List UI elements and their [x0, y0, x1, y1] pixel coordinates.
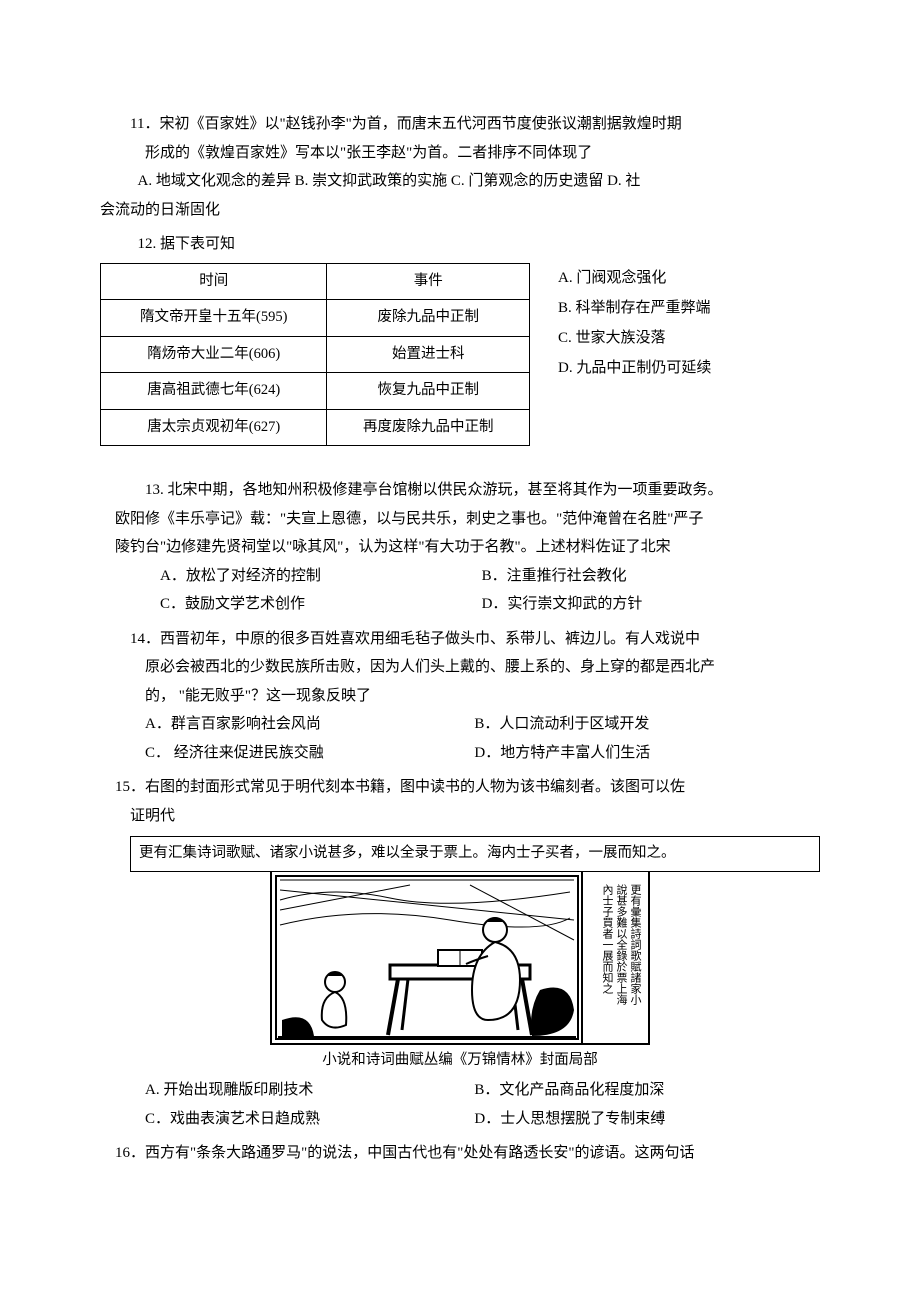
q15-line1: 15．右图的封面形式常见于明代刻本书籍，图中读书的人物为该书编刻者。该图可以佐	[100, 773, 820, 802]
q15-option-c: C．戏曲表演艺术日趋成熟	[100, 1105, 474, 1134]
q13-option-a: A．放松了对经济的控制	[115, 562, 482, 591]
woodblock-illustration: 更有彙集詩詞歌賦諸家小 說甚多難以全錄於票上海 內士子買者一展而知之	[270, 870, 650, 1045]
q12-option-c: C. 世家大族没落	[558, 323, 711, 353]
q15-option-d: D．士人思想摆脱了专制束缚	[474, 1105, 820, 1134]
q14-line1: 14．西晋初年，中原的很多百姓喜欢用细毛毡子做头巾、系带儿、裤边儿。有人戏说中	[100, 625, 820, 654]
q13-line1: 13. 北宋中期，各地知州积极修建亭台馆榭以供民众游玩，甚至将其作为一项重要政务…	[115, 476, 820, 505]
q14-option-c: C． 经济往来促进民族交融	[100, 739, 474, 768]
q12-table: 时间 事件 隋文帝开皇十五年(595) 废除九品中正制 隋炀帝大业二年(606)…	[100, 263, 530, 447]
q14-options-row2: C． 经济往来促进民族交融 D．地方特产丰富人们生活	[100, 739, 820, 768]
q14-line3: 的， "能无败乎"？这一现象反映了	[100, 682, 820, 711]
q13-option-c: C．鼓励文学艺术创作	[115, 590, 482, 619]
q11-stem-line1: 11．宋初《百家姓》以"赵钱孙李"为首，而唐末五代河西节度使张议潮割据敦煌时期	[100, 110, 820, 139]
q16-line1: 16．西方有"条条大路通罗马"的说法，中国古代也有"处处有路透长安"的谚语。这两…	[100, 1139, 820, 1168]
table-cell: 始置进士科	[327, 336, 530, 373]
question-12: 12. 据下表可知 时间 事件 隋文帝开皇十五年(595) 废除九品中正制 隋炀…	[100, 230, 820, 446]
q15-line2: 证明代	[100, 802, 820, 831]
table-head-time: 时间	[101, 263, 327, 300]
q15-options-row1: A. 开始出现雕版印刷技术 B．文化产品商品化程度加深	[100, 1076, 820, 1105]
q11-stem-line2: 形成的《敦煌百家姓》写本以"张王李赵"为首。二者排序不同体现了	[100, 139, 820, 168]
q14-line2: 原必会被西北的少数民族所击败，因为人们头上戴的、腰上系的、身上穿的都是西北产	[100, 653, 820, 682]
q15-figure: 更有彙集詩詞歌賦諸家小 說甚多難以全錄於票上海 內士子買者一展而知之 小说和诗词…	[100, 870, 820, 1075]
q13-line2: 欧阳修《丰乐亭记》载："夫宣上恩德，以与民共乐，刺史之事也。"范仲淹曾在名胜"严…	[115, 505, 820, 534]
q15-callout-box: 更有汇集诗词歌赋、诸家小说甚多，难以全录于票上。海内士子买者，一展而知之。	[130, 836, 820, 872]
woodblock-svg: 更有彙集詩詞歌賦諸家小 說甚多難以全錄於票上海 內士子買者一展而知之	[270, 870, 650, 1045]
table-cell: 隋文帝开皇十五年(595)	[101, 300, 327, 337]
q12-stem: 12. 据下表可知	[100, 230, 820, 259]
q14-option-a: A．群言百家影响社会风尚	[100, 710, 474, 739]
q13-line3: 陵钓台"边修建先贤祠堂以"咏其风"，认为这样"有大功于名教"。上述材料佐证了北宋	[115, 533, 820, 562]
table-cell: 恢复九品中正制	[327, 373, 530, 410]
table-cell: 废除九品中正制	[327, 300, 530, 337]
svg-text:說甚多難以全錄於票上海: 說甚多難以全錄於票上海	[615, 882, 628, 1005]
q13-option-b: B．注重推行社会教化	[482, 562, 820, 591]
q11-options-line1: A. 地域文化观念的差异 B. 崇文抑武政策的实施 C. 门第观念的历史遗留 D…	[100, 167, 820, 196]
question-14: 14．西晋初年，中原的很多百姓喜欢用细毛毡子做头巾、系带儿、裤边儿。有人戏说中 …	[100, 625, 820, 768]
q14-option-d: D．地方特产丰富人们生活	[474, 739, 820, 768]
table-row: 唐太宗贞观初年(627) 再度废除九品中正制	[101, 409, 530, 446]
table-row: 时间 事件	[101, 263, 530, 300]
q13-options-row1: A．放松了对经济的控制 B．注重推行社会教化	[115, 562, 820, 591]
q15-option-b: B．文化产品商品化程度加深	[474, 1076, 820, 1105]
q11-options-line2: 会流动的日渐固化	[100, 196, 820, 225]
q12-option-b: B. 科举制存在严重弊端	[558, 293, 711, 323]
q14-options-row1: A．群言百家影响社会风尚 B．人口流动利于区域开发	[100, 710, 820, 739]
q13-option-d: D．实行崇文抑武的方针	[482, 590, 820, 619]
q12-options: A. 门阀观念强化 B. 科举制存在严重弊端 C. 世家大族没落 D. 九品中正…	[558, 263, 711, 383]
question-16: 16．西方有"条条大路通罗马"的说法，中国古代也有"处处有路透长安"的谚语。这两…	[100, 1139, 820, 1168]
table-cell: 唐高祖武德七年(624)	[101, 373, 327, 410]
table-head-event: 事件	[327, 263, 530, 300]
svg-text:內士子買者一展而知之: 內士子買者一展而知之	[601, 883, 614, 993]
q15-caption: 小说和诗词曲赋丛编《万锦情林》封面局部	[100, 1047, 820, 1075]
question-13: 13. 北宋中期，各地知州积极修建亭台馆榭以供民众游玩，甚至将其作为一项重要政务…	[100, 476, 820, 619]
table-row: 唐高祖武德七年(624) 恢复九品中正制	[101, 373, 530, 410]
q13-options-row2: C．鼓励文学艺术创作 D．实行崇文抑武的方针	[115, 590, 820, 619]
table-cell: 唐太宗贞观初年(627)	[101, 409, 327, 446]
question-11: 11．宋初《百家姓》以"赵钱孙李"为首，而唐末五代河西节度使张议潮割据敦煌时期 …	[100, 110, 820, 224]
table-cell: 再度废除九品中正制	[327, 409, 530, 446]
question-15: 15．右图的封面形式常见于明代刻本书籍，图中读书的人物为该书编刻者。该图可以佐 …	[100, 773, 820, 1133]
q15-option-a: A. 开始出现雕版印刷技术	[100, 1076, 474, 1105]
q14-option-b: B．人口流动利于区域开发	[474, 710, 820, 739]
q12-option-d: D. 九品中正制仍可延续	[558, 353, 711, 383]
table-cell: 隋炀帝大业二年(606)	[101, 336, 327, 373]
woodblock-side-text: 更有彙集詩詞歌賦諸家小 說甚多難以全錄於票上海 內士子買者一展而知之	[601, 882, 642, 1005]
svg-text:更有彙集詩詞歌賦諸家小: 更有彙集詩詞歌賦諸家小	[629, 884, 642, 1006]
q12-option-a: A. 门阀观念强化	[558, 263, 711, 293]
table-row: 隋炀帝大业二年(606) 始置进士科	[101, 336, 530, 373]
table-row: 隋文帝开皇十五年(595) 废除九品中正制	[101, 300, 530, 337]
q15-options-row2: C．戏曲表演艺术日趋成熟 D．士人思想摆脱了专制束缚	[100, 1105, 820, 1134]
